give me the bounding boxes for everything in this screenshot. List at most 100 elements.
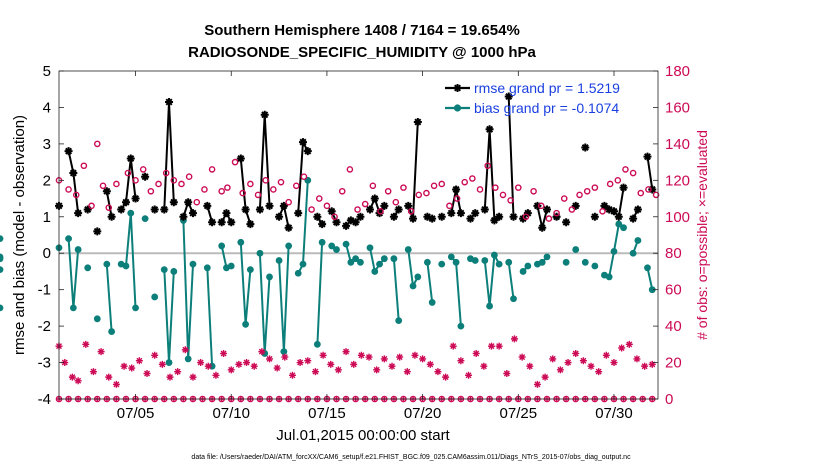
possible-obs-point <box>446 202 453 210</box>
bias-point <box>629 249 637 257</box>
possible-obs-point <box>155 180 162 188</box>
bias-point <box>333 246 340 253</box>
rmse-point <box>581 143 590 152</box>
bias-point <box>447 253 455 261</box>
rmse-point <box>380 201 389 210</box>
evaluated-obs-point <box>212 371 220 379</box>
possible-obs-point <box>293 182 300 190</box>
rmse-point <box>208 218 217 227</box>
bias-point <box>299 260 307 268</box>
evaluated-obs-point <box>311 368 319 376</box>
y-right-tick-label: 120 <box>665 172 690 189</box>
evaluated-obs-point <box>227 366 235 374</box>
bias-point <box>184 355 192 363</box>
bias-point <box>371 268 379 275</box>
bias-point <box>390 255 398 263</box>
rmse-point <box>619 183 628 192</box>
rmse-point <box>188 209 197 218</box>
rmse-point <box>93 227 102 236</box>
possible-obs-point <box>614 177 622 184</box>
y-tick-label: 1 <box>43 209 51 226</box>
y-axis-label: rmse and bias (model - observation) <box>11 115 28 355</box>
bias-point <box>132 304 139 312</box>
x-tick-label: 07/30 <box>595 405 633 422</box>
bias-point <box>562 258 570 266</box>
bias-point <box>395 317 403 325</box>
bias-point <box>74 246 82 253</box>
evaluated-obs-point <box>480 362 488 370</box>
bias-point <box>218 242 226 250</box>
y-tick-label: -2 <box>38 318 51 335</box>
evaluated-obs-point <box>266 355 274 363</box>
possible-obs-point <box>476 186 484 193</box>
evaluated-obs-point <box>641 362 649 370</box>
possible-obs-point <box>147 187 155 195</box>
rmse-point <box>107 212 116 221</box>
bias-point <box>452 258 460 266</box>
y-right-tick-label: 60 <box>665 282 682 299</box>
y-tick-label: 2 <box>43 172 51 189</box>
plot-area: -4 -3 -2 -1 0 1 2 3 4 5 0 20 40 60 80 100 120 140 160 180 07… <box>0 63 690 422</box>
bias-point <box>457 322 465 330</box>
rmse-point <box>327 207 336 216</box>
y-right-tick-label: 100 <box>665 209 690 226</box>
evaluated-obs-point <box>488 342 496 350</box>
possible-obs-point <box>606 180 614 188</box>
evaluated-obs-point <box>143 369 151 377</box>
evaluated-obs-point <box>342 348 350 356</box>
rmse-point <box>389 212 398 221</box>
bias-point <box>380 255 388 263</box>
rmse-point <box>600 201 609 210</box>
rmse-point <box>643 152 652 161</box>
x-tick-label: 07/10 <box>212 405 250 422</box>
rmse-point <box>165 97 174 106</box>
legend-rmse-marker <box>453 84 462 92</box>
evaluated-obs-point <box>105 373 113 381</box>
bias-point <box>0 255 4 263</box>
evaluated-obs-point <box>365 353 373 361</box>
y-tick-label: -1 <box>38 282 51 299</box>
bias-point <box>84 264 92 272</box>
possible-obs-point <box>300 173 308 180</box>
possible-obs-point <box>591 184 599 191</box>
possible-obs-point <box>384 187 392 195</box>
bias-point <box>605 273 613 281</box>
evaluated-obs-point <box>220 349 228 357</box>
y-right-tick-label: 160 <box>665 99 690 116</box>
possible-obs-point <box>514 184 522 191</box>
evaluated-obs-point <box>189 373 197 381</box>
y-right-tick-label: 40 <box>665 318 682 335</box>
rmse-point <box>227 218 236 227</box>
evaluated-obs-point <box>602 351 610 359</box>
evaluated-obs-point <box>648 360 656 368</box>
possible-obs-point <box>254 191 262 199</box>
bias-point <box>69 304 77 312</box>
evaluated-obs-point <box>472 349 480 357</box>
possible-obs-point <box>629 169 637 177</box>
possible-obs-point <box>560 195 568 202</box>
possible-obs-point <box>178 180 185 188</box>
possible-obs-point <box>218 187 225 195</box>
evaluated-obs-point <box>281 353 289 361</box>
plot-border <box>58 70 659 400</box>
rmse-point <box>509 212 518 221</box>
bias-point <box>318 238 326 246</box>
rmse-point <box>523 209 532 218</box>
rmse-point <box>370 194 379 203</box>
rmse-point <box>117 205 126 214</box>
possible-obs-point <box>469 175 476 182</box>
evaluated-obs-point <box>327 360 335 368</box>
possible-obs-point <box>645 186 652 193</box>
rmse-point <box>351 218 360 227</box>
possible-obs-point <box>80 162 88 170</box>
possible-obs-point <box>522 213 530 221</box>
evaluated-obs-point <box>357 351 365 359</box>
possible-obs-point <box>99 182 107 190</box>
possible-obs-point <box>224 184 231 191</box>
rmse-point <box>299 138 308 147</box>
evaluated-obs-point <box>166 373 174 381</box>
bias-point <box>495 260 503 268</box>
rmse-point <box>260 110 269 119</box>
bias-point <box>280 348 288 356</box>
bias-point <box>127 209 135 217</box>
